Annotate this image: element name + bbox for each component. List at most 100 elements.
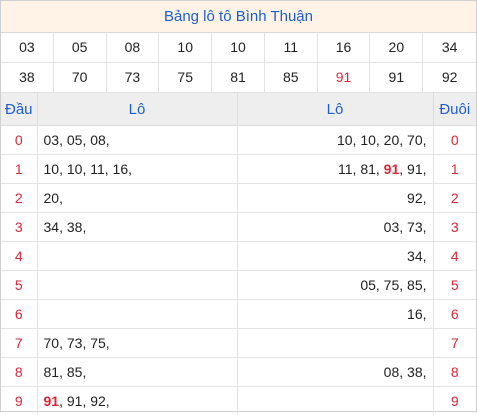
lo-number: 20: [384, 132, 400, 148]
lo-left-cell: 10, 10, 11, 16,: [37, 155, 237, 184]
lo-right-cell: 16,: [237, 300, 433, 329]
lo-number: 85: [407, 277, 423, 293]
dau-cell: 7: [1, 329, 37, 358]
lo-number: 34: [44, 219, 60, 235]
lo-left-cell: [37, 242, 237, 271]
dau-cell: 9: [1, 387, 37, 415]
lo-number: 10: [360, 132, 376, 148]
lo-number: 11: [338, 161, 353, 177]
dau-cell: 2: [1, 184, 37, 213]
lo-left-cell: 34, 38,: [37, 213, 237, 242]
header-duoi: Đuôi: [433, 93, 476, 126]
lo-number: 75: [384, 277, 400, 293]
number-cell: 91: [370, 63, 423, 93]
board-title: Bảng lô tô Bình Thuận: [1, 1, 476, 33]
number-cell: 20: [370, 33, 423, 63]
duoi-cell: 9: [433, 387, 476, 415]
lo-number: 38: [407, 364, 423, 380]
duoi-cell: 8: [433, 358, 476, 387]
lo-left-cell: 91, 91, 92,: [37, 387, 237, 415]
lo-number: 81: [360, 161, 376, 177]
dau-cell: 5: [1, 271, 37, 300]
dau-cell: 4: [1, 242, 37, 271]
lo-number: 05: [67, 132, 83, 148]
lo-right-cell: [237, 329, 433, 358]
number-cell: 75: [159, 63, 212, 93]
lo-number: 91: [384, 161, 400, 177]
lo-right-cell: 11, 81, 91, 91,: [237, 155, 433, 184]
number-cell: 16: [318, 33, 371, 63]
duoi-cell: 4: [433, 242, 476, 271]
lo-number: 70: [407, 132, 423, 148]
lo-number: 20: [44, 190, 60, 206]
number-cell: 08: [107, 33, 160, 63]
duoi-cell: 1: [433, 155, 476, 184]
number-cell: 81: [212, 63, 265, 93]
lo-number: 16: [407, 306, 423, 322]
lo-number: 91: [407, 161, 423, 177]
lo-number: 10: [67, 161, 83, 177]
lo-number: 05: [360, 277, 376, 293]
dau-cell: 3: [1, 213, 37, 242]
number-cell: 92: [423, 63, 476, 93]
number-cell: 38: [1, 63, 54, 93]
dau-cell: 8: [1, 358, 37, 387]
lo-left-cell: [37, 271, 237, 300]
lo-left-cell: 03, 05, 08,: [37, 126, 237, 155]
lo-number: 10: [44, 161, 60, 177]
number-cell: 34: [423, 33, 476, 63]
lo-number: 85: [67, 364, 83, 380]
duoi-cell: 6: [433, 300, 476, 329]
lo-number: 11: [90, 161, 105, 177]
lo-number: 08: [384, 364, 400, 380]
number-cell: 03: [1, 33, 54, 63]
duoi-cell: 2: [433, 184, 476, 213]
lo-left-cell: 20,: [37, 184, 237, 213]
lo-number: 16: [113, 161, 129, 177]
lo-number: 91: [44, 393, 60, 409]
lo-right-cell: 03, 73,: [237, 213, 433, 242]
lo-number: 03: [44, 132, 60, 148]
lo-number: 92: [90, 393, 106, 409]
lo-number: 91: [67, 393, 83, 409]
lo-right-cell: 10, 10, 20, 70,: [237, 126, 433, 155]
header-lo-left: Lô: [37, 93, 237, 126]
number-cell: 91: [318, 63, 371, 93]
lo-right-cell: [237, 387, 433, 415]
lo-right-cell: 92,: [237, 184, 433, 213]
duoi-cell: 0: [433, 126, 476, 155]
number-cell: 85: [265, 63, 318, 93]
lo-number: 92: [407, 190, 423, 206]
lo-number: 73: [67, 335, 83, 351]
lo-number: 34: [407, 248, 423, 264]
header-dau: Đầu: [1, 93, 37, 126]
lo-number: 75: [90, 335, 106, 351]
lo-left-cell: [37, 300, 237, 329]
lo-right-cell: 05, 75, 85,: [237, 271, 433, 300]
lo-number: 08: [90, 132, 106, 148]
header-lo-right: Lô: [237, 93, 433, 126]
lo-number: 03: [384, 219, 400, 235]
lo-number: 81: [44, 364, 60, 380]
lo-number: 10: [337, 132, 353, 148]
number-cell: 11: [265, 33, 318, 63]
lo-right-cell: 08, 38,: [237, 358, 433, 387]
duoi-cell: 3: [433, 213, 476, 242]
lo-left-cell: 70, 73, 75,: [37, 329, 237, 358]
lo-number: 38: [67, 219, 83, 235]
lo-left-cell: 81, 85,: [37, 358, 237, 387]
dau-cell: 0: [1, 126, 37, 155]
dau-cell: 6: [1, 300, 37, 329]
